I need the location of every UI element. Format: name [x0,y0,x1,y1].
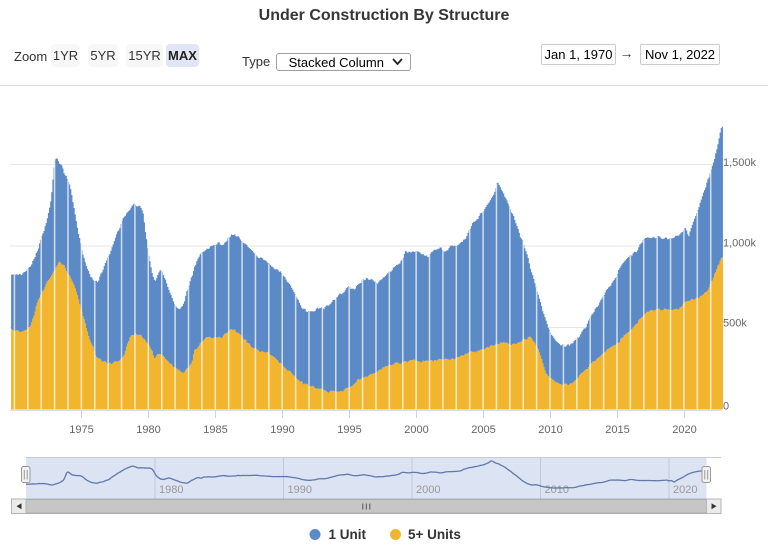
svg-text:1 Unit: 1 Unit [329,527,367,542]
svg-text:1985: 1985 [203,424,227,436]
svg-text:1980: 1980 [136,424,160,436]
svg-text:1990: 1990 [288,484,312,496]
svg-text:2010: 2010 [545,484,569,496]
svg-text:2020: 2020 [672,424,696,436]
svg-text:1,500k: 1,500k [723,157,757,169]
svg-text:1995: 1995 [337,424,361,436]
svg-text:2000: 2000 [404,424,428,436]
svg-text:2010: 2010 [538,424,562,436]
svg-text:1990: 1990 [270,424,294,436]
svg-text:1,000k: 1,000k [723,238,757,250]
svg-text:5+ Units: 5+ Units [408,527,461,542]
svg-text:1980: 1980 [159,484,183,496]
svg-text:2015: 2015 [605,424,629,436]
svg-text:2005: 2005 [471,424,495,436]
svg-text:2000: 2000 [416,484,440,496]
svg-text:2020: 2020 [673,484,697,496]
svg-text:500k: 500k [723,318,747,330]
svg-text:1975: 1975 [69,424,93,436]
svg-text:0: 0 [723,401,729,413]
